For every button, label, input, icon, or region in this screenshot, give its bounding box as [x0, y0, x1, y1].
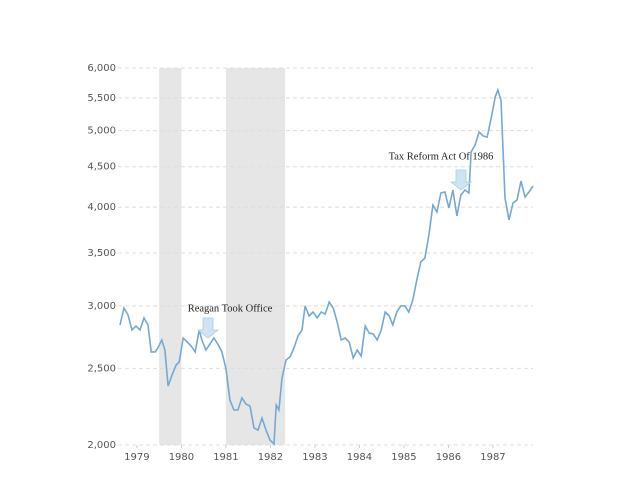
- annotation: Reagan Took Office: [188, 303, 273, 314]
- y-tick-label: 4,500: [87, 162, 116, 173]
- x-tick-label: 1982: [258, 452, 283, 463]
- x-tick-label: 1987: [480, 452, 505, 463]
- x-tick-label: 1979: [124, 452, 149, 463]
- annotation: Tax Reform Act Of 1986: [389, 151, 494, 162]
- x-tick-label: 1986: [436, 452, 461, 463]
- x-tick-label: 1984: [347, 452, 372, 463]
- price-line: [119, 87, 534, 446]
- y-tick-label: 4,000: [87, 202, 116, 213]
- x-tick-label: 1985: [391, 452, 416, 463]
- y-tick-label: 6,000: [87, 63, 116, 74]
- y-tick-label: 3,500: [87, 248, 116, 259]
- recession-band: [225, 68, 286, 445]
- y-tick-label: 3,000: [87, 301, 116, 312]
- y-tick-label: 5,000: [87, 126, 116, 137]
- y-tick-label: 2,000: [87, 440, 116, 451]
- y-tick-label: 5,500: [87, 93, 116, 104]
- y-tick-label: 2,500: [87, 363, 116, 374]
- x-tick-label: 1983: [302, 452, 327, 463]
- x-tick-label: 1980: [169, 452, 194, 463]
- x-tick-label: 1981: [213, 452, 238, 463]
- annotation-arrow: [196, 317, 220, 339]
- annotation-arrow: [449, 169, 473, 191]
- recession-band: [159, 68, 182, 445]
